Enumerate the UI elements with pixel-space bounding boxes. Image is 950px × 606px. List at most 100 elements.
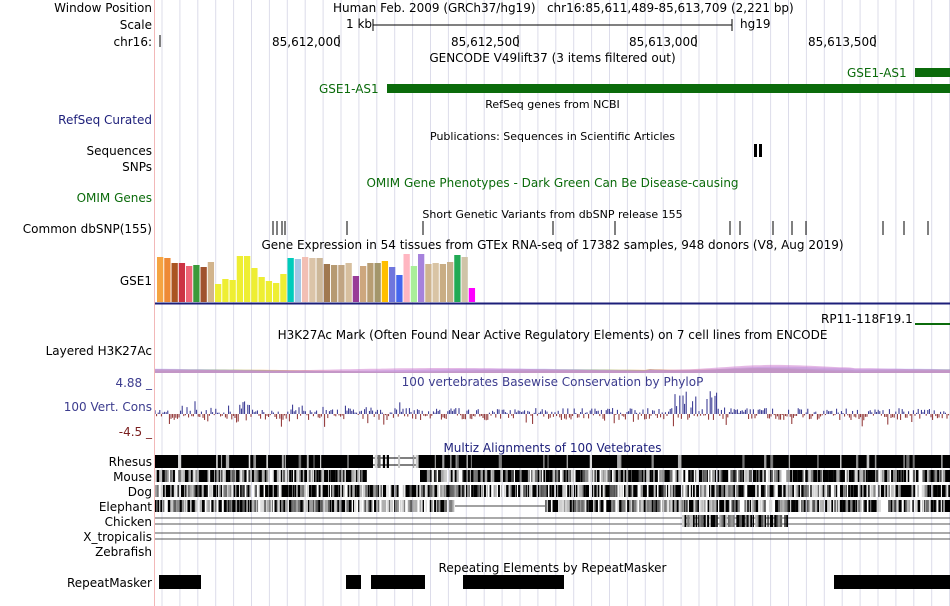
species-zebrafish[interactable]: Zebrafish [95,545,152,559]
alignment-block [471,485,474,497]
rp11-gene[interactable] [915,323,950,325]
species-dog[interactable]: Dog [127,485,152,499]
alignment-block [540,470,542,482]
alignment-block [181,485,184,497]
alignment-block [594,470,596,482]
gencode-title[interactable]: GENCODE V49lift37 (3 items filtered out) [429,51,676,65]
alignment-block [155,455,373,468]
cons-title[interactable]: 100 vertebrates Basewise Conservation by… [401,375,704,389]
alignment-block [535,485,537,497]
repeat-element[interactable] [463,575,564,589]
alignment-block [400,500,402,512]
alignment-block [543,470,546,482]
omim-label[interactable]: OMIM Genes [76,191,152,205]
sequence-hit[interactable] [759,144,762,157]
alignment-block [878,485,880,497]
alignment-block [644,485,647,497]
dbsnp-label[interactable]: Common dbSNP(155) [22,222,152,236]
gencode-gene-left[interactable] [387,84,950,93]
multiz-title[interactable]: Multiz Alignments of 100 Vetebrates [443,441,662,455]
alignment-block [297,485,301,497]
alignment-block [737,500,740,512]
repeatmasker-label[interactable]: RepeatMasker [66,576,152,590]
gtex-tissue-bar [207,262,215,302]
alignment-block [414,500,418,512]
alignment-block [684,485,688,497]
gencode-gene-left-label[interactable]: GSE1-AS1 [319,82,379,96]
species-x-tropicalis[interactable]: X_tropicalis [83,530,152,544]
alignment-block [869,470,873,482]
refseq-label[interactable]: RefSeq Curated [58,113,152,127]
dbsnp-title[interactable]: Short Genetic Variants from dbSNP releas… [422,208,683,221]
species-mouse[interactable]: Mouse [113,470,152,484]
alignment-block [247,485,251,497]
alignment-block [726,470,729,482]
alignment-block [311,485,315,497]
gencode-gene-right-label[interactable]: GSE1-AS1 [847,66,907,80]
gtex-title[interactable]: Gene Expression in 54 tissues from GTEx … [261,238,844,252]
rp11-label[interactable]: RP11-118F19.1 [821,312,913,326]
alignment-block [260,500,263,512]
alignment-block [798,500,800,512]
alignment-block [944,485,947,497]
repeat-element[interactable] [371,575,425,589]
h3k27ac-label[interactable]: Layered H3K27Ac [45,344,152,358]
alignment-block [898,500,902,512]
alignment-block [191,500,195,512]
sequence-hit[interactable] [754,144,757,157]
h3k27ac-title[interactable]: H3K27Ac Mark (Often Found Near Active Re… [277,328,828,342]
alignment-block [160,470,162,482]
omim-title[interactable]: OMIM Gene Phenotypes - Dark Green Can Be… [366,176,739,190]
alignment-block [812,485,815,497]
dbsnp-variants[interactable] [155,221,950,235]
alignment-block [607,470,611,482]
snps-label[interactable]: SNPs [122,160,152,174]
alignment-block [940,470,942,482]
repeat-element[interactable] [159,575,201,589]
alignment-block [430,470,432,482]
alignment-block [466,470,468,482]
alignment-block [409,485,413,497]
alignment-block [825,470,829,482]
alignment-block [810,485,812,497]
h3k27ac-signal[interactable] [155,355,950,373]
alignment-block [703,470,707,482]
alignment-block [170,470,173,482]
cons-label[interactable]: 100 Vert. Cons [63,400,152,414]
alignment-block [868,485,870,497]
species-chicken[interactable]: Chicken [104,515,152,529]
alignment-block [880,485,884,497]
alignment-block [764,455,767,468]
alignment-block [709,515,711,527]
alignment-block [524,470,528,482]
alignment-block [424,485,429,497]
publications-title[interactable]: Publications: Sequences in Scientific Ar… [430,130,675,143]
alignment-block [156,500,159,512]
species-rhesus[interactable]: Rhesus [108,455,152,469]
alignment-block [651,455,654,468]
repeat-element[interactable] [834,575,950,589]
conservation-wiggle[interactable] [155,388,950,432]
sequences-label[interactable]: Sequences [86,144,152,158]
alignment-block [824,470,826,482]
multiz-alignment[interactable] [155,455,950,560]
alignment-block [423,485,425,497]
gtex-bar-chart[interactable] [155,254,950,306]
alignment-block [687,485,689,497]
refseq-title[interactable]: RefSeq genes from NCBI [485,98,620,111]
alignment-block [735,500,739,512]
gtex-gene-label[interactable]: GSE1 [119,274,152,288]
repeat-element[interactable] [346,575,361,589]
alignment-block [348,500,352,512]
alignment-block [871,500,874,512]
alignment-block [320,485,323,497]
alignment-block [338,500,342,512]
alignment-block [699,485,703,497]
gencode-gene-right[interactable] [915,68,950,77]
alignment-block [736,485,739,497]
alignment-block [334,500,338,512]
gtex-tissue-bar [331,265,338,302]
species-elephant[interactable]: Elephant [98,500,152,514]
repeatmasker-title[interactable]: Repeating Elements by RepeatMasker [438,561,667,575]
alignment-block [712,515,715,527]
